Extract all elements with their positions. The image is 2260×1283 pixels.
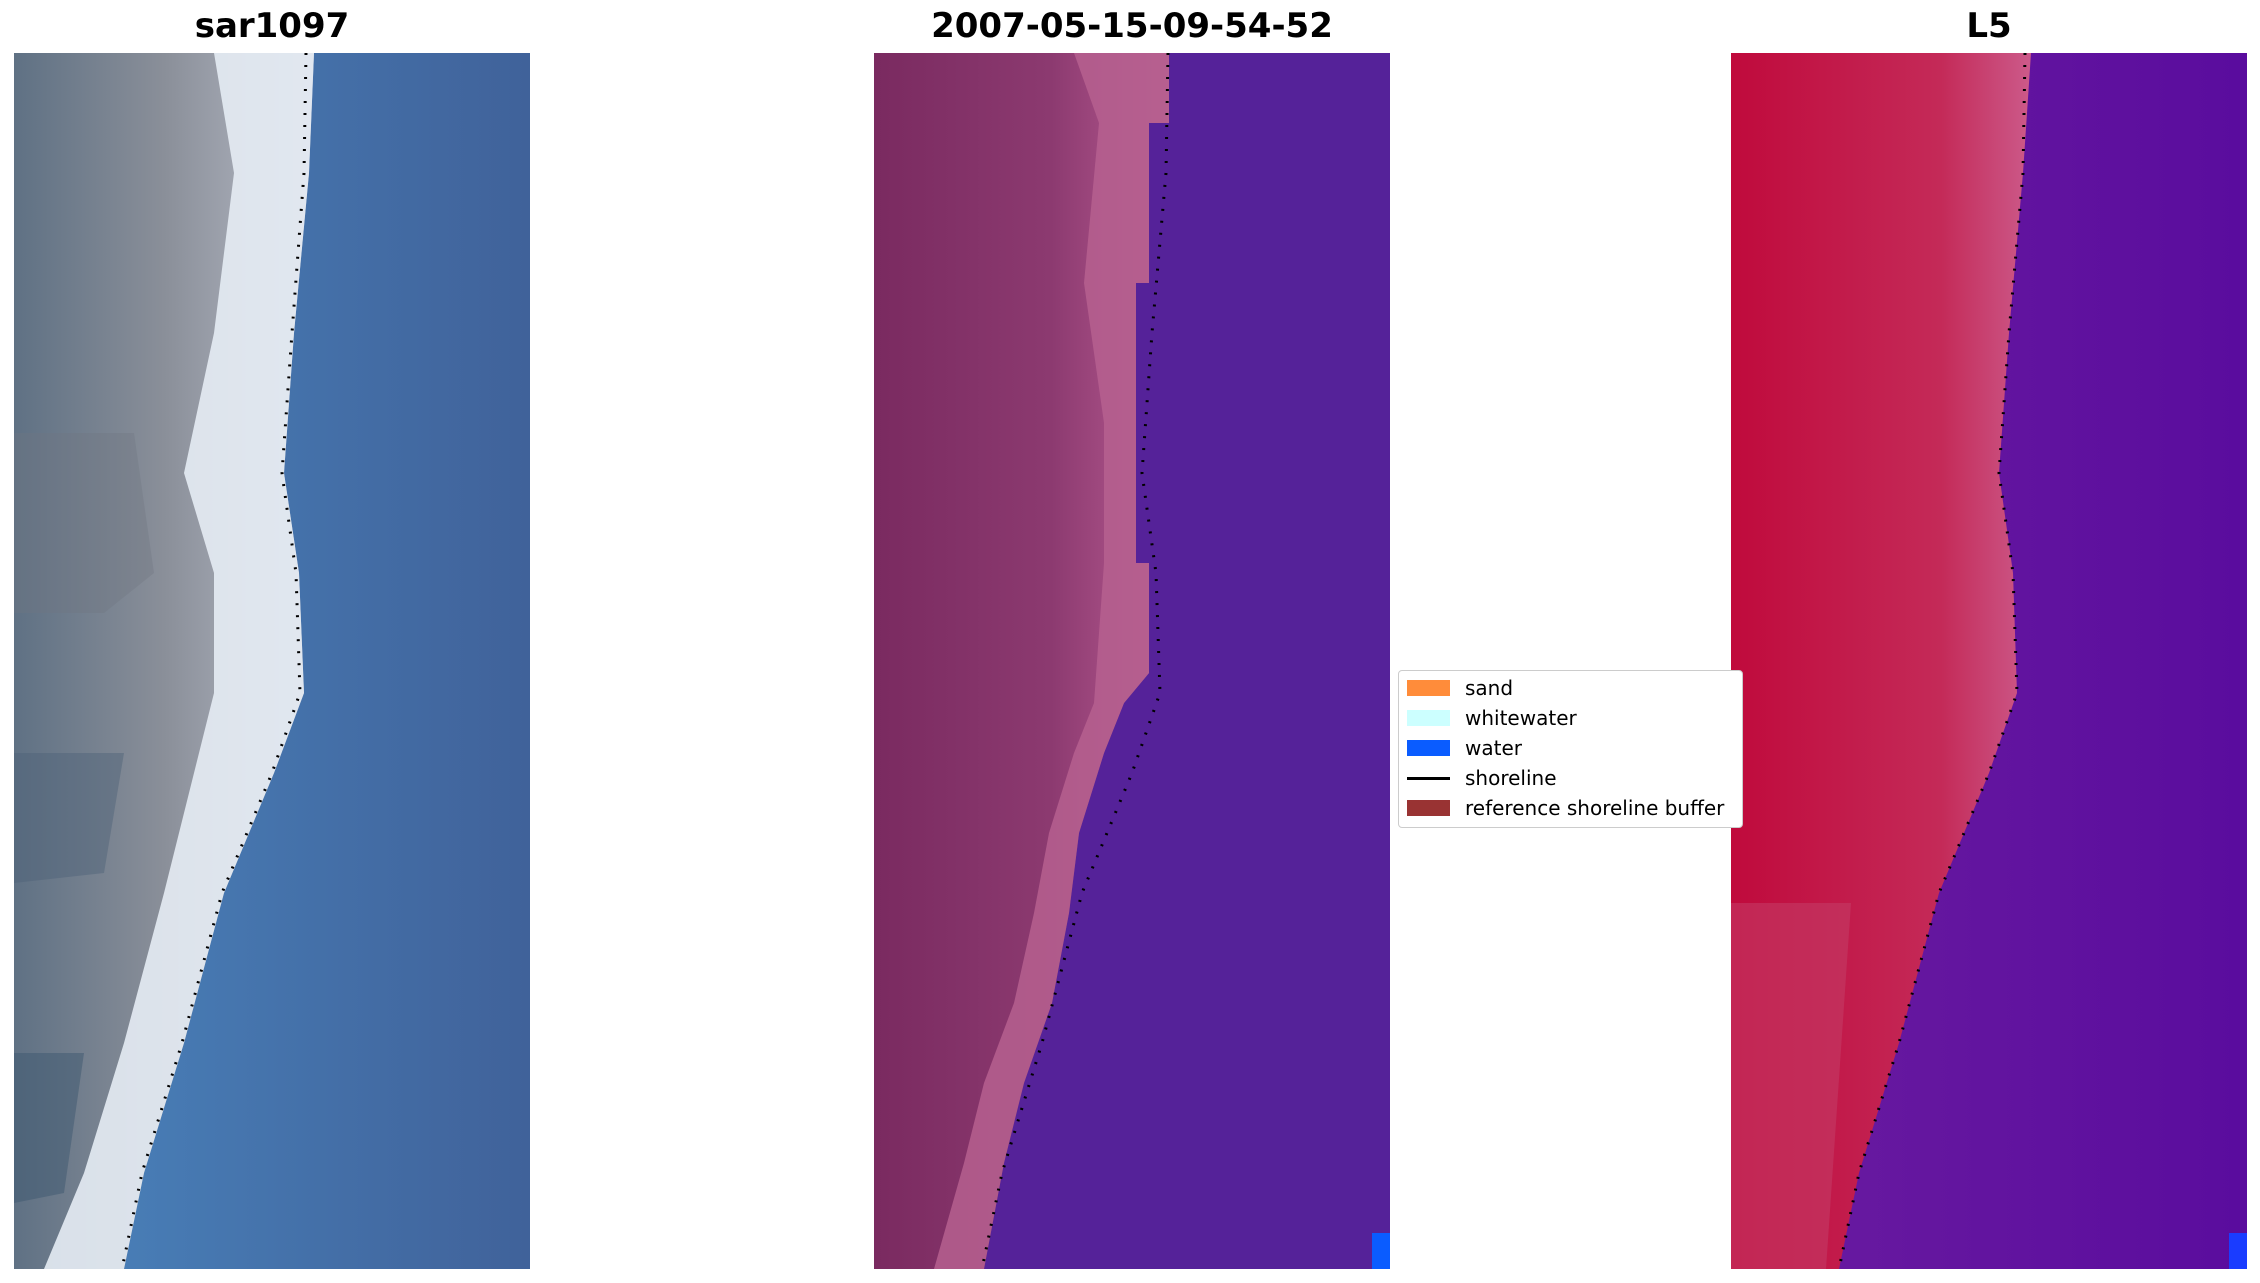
panel-title-index: L5 <box>1966 6 2012 46</box>
legend-item-whitewater: whitewater <box>1407 703 1577 733</box>
legend-item-shoreline: shoreline <box>1407 763 1557 793</box>
classification-image <box>874 53 1390 1269</box>
legend-item-sand: sand <box>1407 673 1513 703</box>
legend: sand whitewater water shoreline referenc… <box>1398 670 1743 828</box>
legend-label-sand: sand <box>1465 676 1514 700</box>
legend-swatch-water <box>1407 740 1450 756</box>
legend-swatch-reference-shoreline-buffer <box>1407 800 1450 816</box>
classification-panel <box>874 53 1390 1269</box>
panel-title-classification: 2007-05-15-09-54-52 <box>931 6 1333 46</box>
legend-line-shoreline <box>1407 776 1450 780</box>
legend-label-shoreline: shoreline <box>1465 766 1557 790</box>
index-image <box>1731 53 2247 1269</box>
water-pixel-patch <box>1372 1233 1390 1269</box>
panel-title-rgb: sar1097 <box>194 6 350 46</box>
legend-label-whitewater: whitewater <box>1465 706 1577 730</box>
rgb-image <box>14 53 530 1269</box>
index-panel <box>1731 53 2247 1269</box>
legend-label-reference-shoreline-buffer: reference shoreline buffer <box>1465 796 1725 820</box>
legend-label-water: water <box>1465 736 1522 760</box>
legend-item-reference-shoreline-buffer: reference shoreline buffer <box>1407 793 1724 823</box>
rgb-image-panel <box>14 53 530 1269</box>
legend-swatch-whitewater <box>1407 710 1450 726</box>
water-pixel-patch <box>2229 1233 2247 1269</box>
legend-swatch-sand <box>1407 680 1450 696</box>
legend-item-water: water <box>1407 733 1522 763</box>
